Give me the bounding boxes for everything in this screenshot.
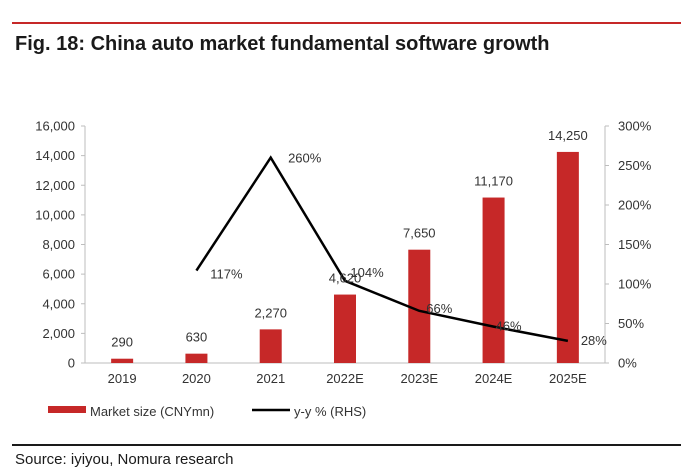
bar-value-label: 7,650 [403,226,436,241]
line-path [195,155,569,343]
x-tick-label: 2019 [108,371,137,386]
axes: 0 2,000 4,000 6,000 8,000 10,000 12,000 14,000 1… [35,119,651,387]
y-left-tick-label: 16,000 [35,119,75,134]
bar [482,197,505,363]
bar-value-label: 290 [111,335,133,350]
data-labels: 290 630 2,270 4,620 7,650 11,170 14,250 117% 260… [111,128,607,350]
x-tick-label: 2020 [182,371,211,386]
y-left-tick-label: 8,000 [42,237,75,252]
x-tick-label: 2023E [400,371,438,386]
y-right-tick-label: 150% [618,237,652,252]
y-left-tick-label: 14,000 [35,148,75,163]
bar-series [111,151,579,363]
y-right-tick-label: 300% [618,119,652,134]
figure-title: Fig. 18: China auto market fundamental s… [15,33,550,55]
bar [334,294,356,363]
y-left-tick-label: 6,000 [42,267,75,282]
y-right-tick-label: 0% [618,356,637,371]
y-left-tick-label: 10,000 [35,207,75,222]
bar-value-label: 2,270 [254,305,287,320]
y-left-tick-label: 2,000 [42,326,75,341]
bar [556,151,579,363]
y-right-tick-label: 100% [618,277,652,292]
bar-value-label: 630 [186,330,208,345]
y-right-tick-label: 200% [618,198,652,213]
line-value-label: 117% [210,267,243,282]
x-tick-label: 2024E [475,371,513,386]
bar [259,329,282,363]
bar [185,353,208,363]
x-tick-label: 2025E [549,371,587,386]
source-note: Source: iyiyou, Nomura research [15,451,234,468]
y-left-tick-label: 4,000 [42,296,75,311]
title-top-rule [12,22,681,24]
legend-label-line: y-y % (RHS) [294,404,366,419]
bar-value-label: 14,250 [548,128,588,143]
bar [408,249,431,363]
legend-swatch-bars [48,406,86,413]
line-value-label: 28% [581,333,607,348]
y-right-tick-label: 250% [618,158,652,173]
line-series [195,155,569,343]
x-tick-label: 2021 [256,371,285,386]
y-left-tick-label: 0 [68,356,75,371]
bar-value-label: 4,620 [329,271,362,286]
line-value-label: 66% [426,301,452,316]
line-value-label: 46% [496,319,522,334]
legend: Market size (CNYmn) y-y % (RHS) [48,404,366,419]
source-rule [12,444,681,446]
y-right-tick-label: 50% [618,316,644,331]
line-value-label: 104% [350,265,384,280]
bar-value-label: 11,170 [474,174,513,189]
x-tick-label: 2022E [326,371,364,386]
y-left-tick-label: 12,000 [35,178,75,193]
line-value-label: 260% [288,151,322,166]
bar [111,358,134,363]
legend-label-bars: Market size (CNYmn) [90,404,214,419]
